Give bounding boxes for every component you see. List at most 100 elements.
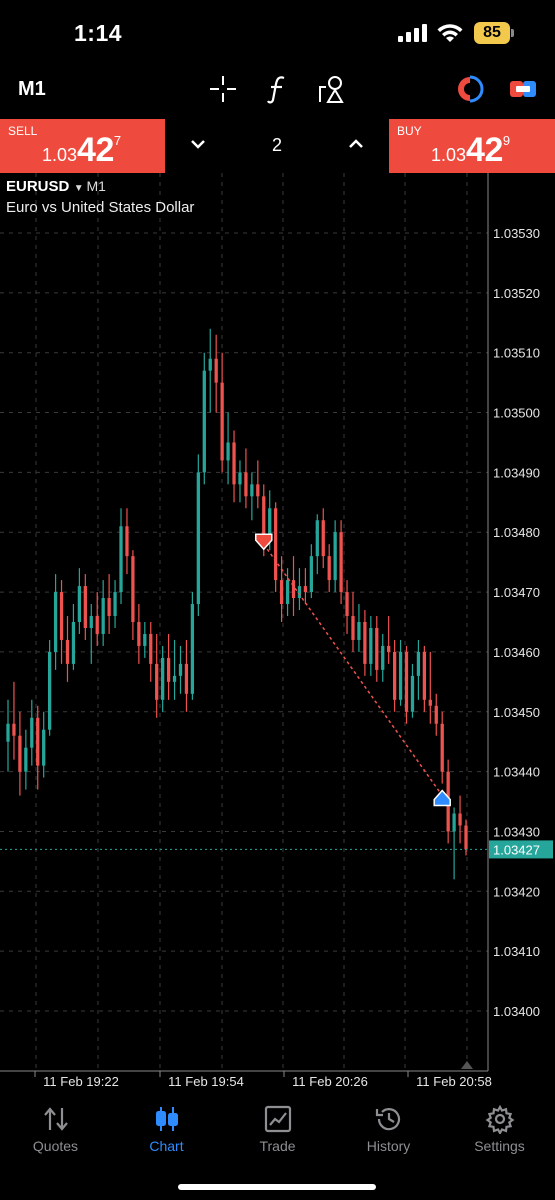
bid-price-label: 1.03427: [493, 842, 540, 857]
candle-body: [18, 735, 22, 772]
nav-settings[interactable]: Settings: [444, 1092, 555, 1172]
battery-level: 85: [474, 22, 510, 44]
candle-body: [458, 813, 462, 826]
candle-body: [416, 651, 421, 676]
indicators-function-icon[interactable]: [264, 74, 292, 104]
buy-button[interactable]: BUY 1.03429: [389, 119, 555, 173]
candle-body: [24, 747, 28, 772]
lot-size-control: 2: [165, 119, 389, 173]
sell-price-prefix: 1.03: [42, 145, 78, 165]
x-axis-tick-label: 11 Feb 19:22: [43, 1074, 119, 1088]
quotes-arrows-icon: [44, 1107, 68, 1131]
sell-arrow-icon: [255, 533, 273, 551]
x-axis-tick-label: 11 Feb 19:54: [168, 1074, 244, 1088]
one-click-trading-icon[interactable]: [455, 74, 485, 104]
sell-price: 1.03427: [42, 131, 121, 170]
y-axis-tick-label: 1.03490: [493, 465, 540, 480]
candle-body: [107, 598, 111, 617]
bottom-navigation: Quotes Chart Trade History: [0, 1092, 555, 1172]
candle-body: [190, 604, 195, 694]
candle-body: [327, 556, 331, 581]
wifi-icon: [437, 24, 463, 42]
crosshair-icon[interactable]: [208, 74, 238, 104]
candle-body: [392, 651, 397, 700]
candlestick-chart-icon: [156, 1107, 178, 1131]
y-axis-tick-label: 1.03470: [493, 585, 540, 600]
candle-body: [83, 586, 87, 628]
y-axis-tick-label: 1.03420: [493, 884, 540, 899]
candle-body: [363, 622, 367, 664]
candle-body: [214, 358, 218, 383]
x-axis-tick-label: 11 Feb 20:26: [292, 1074, 368, 1088]
candle-body: [166, 657, 171, 682]
candle-body: [422, 651, 426, 700]
candle-body: [285, 580, 290, 605]
y-axis-tick-label: 1.03400: [493, 1004, 540, 1019]
candle-body: [202, 370, 206, 473]
nav-chart[interactable]: Chart: [111, 1092, 222, 1172]
trade-line-chart-icon: [264, 1105, 292, 1133]
candle-body: [357, 622, 361, 640]
candle-body: [161, 657, 165, 700]
candle-body: [6, 723, 10, 742]
chart-symbol[interactable]: EURUSD: [6, 178, 70, 195]
candle-body: [125, 526, 129, 557]
y-axis-tick-label: 1.03450: [493, 705, 540, 720]
lot-size-value[interactable]: 2: [271, 135, 282, 155]
candle-body: [131, 556, 135, 622]
candle-body: [410, 675, 415, 712]
candle-body: [381, 645, 385, 670]
price-chart[interactable]: 1.03530 1.03520 1.03510 1.03500 1.03490 1.034…: [0, 173, 555, 1088]
candle-body: [196, 472, 200, 605]
candle-body: [226, 442, 230, 461]
nav-quotes[interactable]: Quotes: [0, 1092, 111, 1172]
candle-body: [297, 586, 302, 599]
y-axis-tick-label: 1.03430: [493, 824, 540, 839]
nav-trade[interactable]: Trade: [222, 1092, 333, 1172]
lot-increase-chevron-up-icon[interactable]: [347, 137, 365, 151]
candle-body: [232, 442, 236, 485]
candle-body: [303, 586, 308, 593]
candle-body: [351, 616, 355, 640]
trade-panel-toggle-icon[interactable]: [508, 74, 538, 104]
candle-body: [250, 484, 254, 497]
chart-symbol-description: Euro vs United States Dollar: [6, 199, 195, 216]
candle-body: [172, 675, 177, 682]
candle-body: [238, 472, 242, 485]
y-axis-tick-label: 1.03460: [493, 645, 540, 660]
objects-shapes-icon[interactable]: [316, 74, 348, 104]
candle-body: [274, 508, 278, 581]
sell-price-pips: 42: [77, 131, 114, 169]
candle-body: [244, 472, 248, 497]
candle-body: [452, 813, 456, 832]
buy-label: BUY: [397, 124, 422, 138]
y-axis-tick-label: 1.03510: [493, 346, 540, 361]
candle-body: [262, 496, 266, 539]
buy-price-prefix: 1.03: [431, 145, 467, 165]
sell-button[interactable]: SELL 1.03427: [0, 119, 165, 173]
candle-body: [48, 651, 52, 730]
one-click-trade-bar: SELL 1.03427 2 BUY 1.03429: [0, 119, 555, 173]
lot-decrease-chevron-down-icon[interactable]: [189, 137, 207, 151]
y-axis-tick-label: 1.03530: [493, 226, 540, 241]
cellular-signal-icon: [398, 24, 427, 42]
buy-arrow-icon: [433, 789, 451, 807]
candle-body: [208, 358, 212, 371]
symbol-dropdown-caret-icon[interactable]: ▼: [73, 183, 87, 194]
candle-body: [375, 627, 379, 670]
y-axis-tick-label: 1.03410: [493, 944, 540, 959]
candle-body: [279, 580, 284, 605]
candle-body: [387, 645, 391, 652]
candle-body: [71, 622, 76, 664]
candle-body: [339, 532, 343, 593]
candle-body: [101, 598, 105, 634]
timeframe-button[interactable]: M1: [18, 78, 46, 100]
candle-body: [53, 592, 58, 652]
history-clock-icon: [375, 1108, 401, 1131]
candle-body: [184, 663, 189, 694]
candle-body: [155, 663, 159, 700]
nav-history[interactable]: History: [333, 1092, 444, 1172]
candle-body: [59, 592, 64, 640]
candle-body: [36, 717, 40, 766]
trade-connection-line: [263, 543, 443, 796]
